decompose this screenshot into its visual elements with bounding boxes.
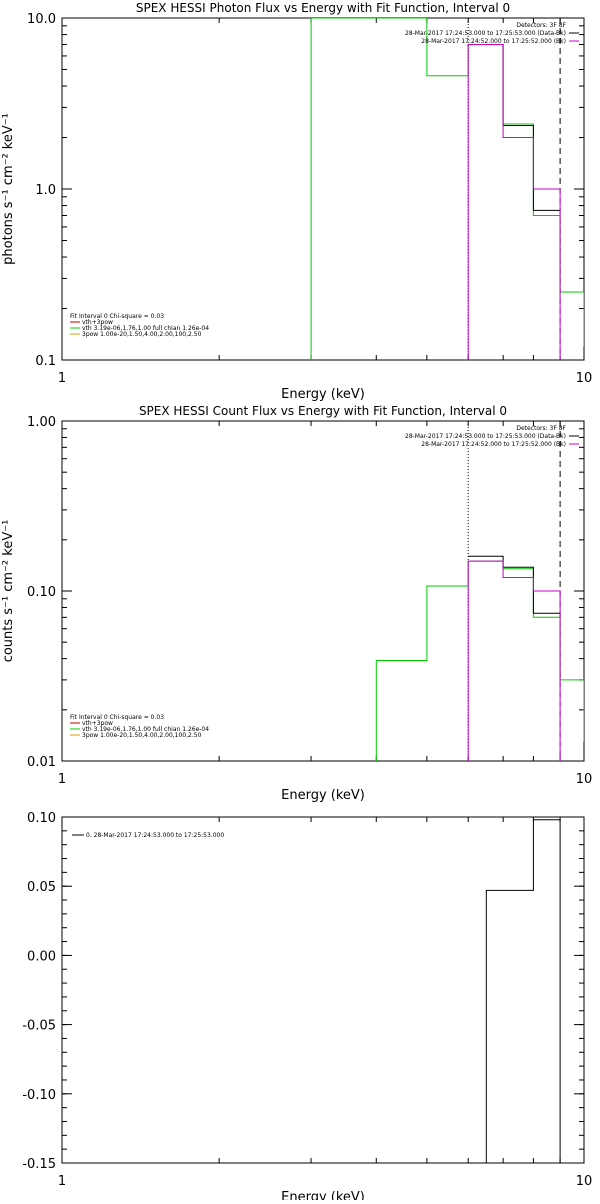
legend-text: vth+3pow	[82, 720, 113, 727]
legend-bottomleft-item: vth+3pow	[70, 720, 113, 727]
y-tick-label: 0.1	[35, 354, 56, 369]
chart-panel-2: SPEX HESSI Count Flux vs Energy with Fit…	[1, 404, 592, 803]
x-tick-label: 10	[576, 1174, 593, 1189]
plot-frame	[61, 17, 585, 361]
legend-text: Detectors: 3F 8F	[516, 425, 566, 432]
y-tick-label: -0.15	[22, 1157, 56, 1172]
chart-title: SPEX HESSI Count Flux vs Energy with Fit…	[139, 404, 507, 418]
series-step-line-1	[468, 819, 561, 1163]
y-tick-label: -0.10	[22, 1088, 56, 1103]
y-tick-label: -0.05	[22, 1019, 56, 1034]
legend-topright-item: Detectors: 3F 8F	[516, 425, 566, 432]
chart-panel-3: 1 10 Energy (keV) 0.10 0.05 0.00 -0.05 -0.10 -0.…	[22, 811, 593, 1204]
plot-frame	[61, 816, 585, 1164]
x-tick-label: 1	[58, 772, 66, 787]
legend-text: 28-Mar-2017 17:24:53.000 to 17:25:53.000…	[405, 30, 566, 37]
legend-text: vth 3.19e-06,1.76,1.00 full chian 1.26e-…	[82, 325, 209, 332]
legend-topleft-item: 0. 28-Mar-2017 17:24:53.000 to 17:25:53.…	[72, 832, 224, 839]
series-step-line-3	[467, 560, 561, 761]
y-tick-label: 0.00	[27, 949, 56, 964]
legend-text: vth 3.19e-06,1.76,1.00 full chian 1.26e-…	[82, 726, 209, 733]
plot-area	[310, 18, 584, 360]
legend-text: Detectors: 3F 8F	[516, 22, 566, 29]
y-tick-label: 0.05	[27, 880, 56, 895]
x-axis-label: Energy (keV)	[281, 1190, 365, 1200]
legend-bottomleft-item: vth 3.19e-06,1.76,1.00 full chian 1.26e-…	[70, 325, 209, 332]
legend-topright-item: 28-Mar-2017 17:24:52.000 to 17:25:52.000…	[421, 441, 579, 448]
series-step-line-3	[467, 44, 561, 360]
legend-text: Fit Interval 0 Chi-square = 0.03	[70, 714, 164, 721]
y-tick-label: 1.0	[35, 183, 56, 198]
legend-text: 0. 28-Mar-2017 17:24:53.000 to 17:25:53.…	[86, 832, 224, 839]
legend-text: 28-Mar-2017 17:24:52.000 to 17:25:52.000…	[421, 441, 566, 448]
legend-text: Fit Interval 0 Chi-square = 0.03	[70, 313, 164, 320]
y-tick-label: 0.10	[27, 811, 56, 826]
series-step-line-1	[310, 18, 584, 360]
legend-text: 3pow 1.00e-20,1.50,4.00,2.00,100,2.50	[82, 331, 202, 338]
x-tick-label: 10	[576, 772, 593, 787]
y-tick-label: 10.0	[27, 12, 56, 27]
plot-frame	[61, 420, 585, 762]
series-step-line-2	[468, 44, 561, 211]
legend-topright-item: Detectors: 3F 8F	[516, 22, 566, 29]
legend-bottomleft-item: Fit Interval 0 Chi-square = 0.03	[70, 313, 164, 320]
legend-text: 28-Mar-2017 17:24:52.000 to 17:25:52.000…	[421, 38, 566, 45]
legend-topright-item: 28-Mar-2017 17:24:53.000 to 17:25:53.000…	[405, 30, 579, 37]
plot-area	[468, 819, 561, 1163]
series-step-line-2	[468, 555, 561, 614]
y-tick-label: 0.10	[27, 585, 56, 600]
legend-bottomleft-item: Fit Interval 0 Chi-square = 0.03	[70, 714, 164, 721]
plot-area	[375, 421, 584, 761]
x-axis-label: Energy (keV)	[281, 788, 365, 803]
legend-bottomleft-item: vth 3.19e-06,1.76,1.00 full chian 1.26e-…	[70, 726, 209, 733]
legend-bottomleft-item: 3pow 1.00e-20,1.50,4.00,2.00,100,2.50	[70, 331, 202, 338]
y-tick-label: 1.00	[27, 415, 56, 430]
legend-text: 28-Mar-2017 17:24:53.000 to 17:25:53.000…	[405, 433, 566, 440]
legend-text: 3pow 1.00e-20,1.50,4.00,2.00,100,2.50	[82, 732, 202, 739]
legend-topright-item: 28-Mar-2017 17:24:53.000 to 17:25:53.000…	[405, 433, 579, 440]
y-axis-label: photons s⁻¹ cm⁻² keV⁻¹	[1, 113, 16, 265]
y-tick-label: 0.01	[27, 755, 56, 770]
legend-bottomleft-item: vth+3pow	[70, 319, 113, 326]
chart-title: SPEX HESSI Photon Flux vs Energy with Fi…	[136, 1, 510, 15]
legend-text: vth+3pow	[82, 319, 113, 326]
x-tick-label: 1	[58, 1174, 66, 1189]
legend-bottomleft-item: 3pow 1.00e-20,1.50,4.00,2.00,100,2.50	[70, 732, 202, 739]
y-axis-label: counts s⁻¹ cm⁻² keV⁻¹	[1, 520, 16, 663]
x-axis-label: Energy (keV)	[281, 387, 365, 402]
chart-panel-1: SPEX HESSI Photon Flux vs Energy with Fi…	[1, 1, 592, 402]
x-tick-label: 10	[576, 371, 593, 386]
x-tick-label: 1	[58, 371, 66, 386]
legend-topright-item: 28-Mar-2017 17:24:52.000 to 17:25:52.000…	[421, 38, 579, 45]
